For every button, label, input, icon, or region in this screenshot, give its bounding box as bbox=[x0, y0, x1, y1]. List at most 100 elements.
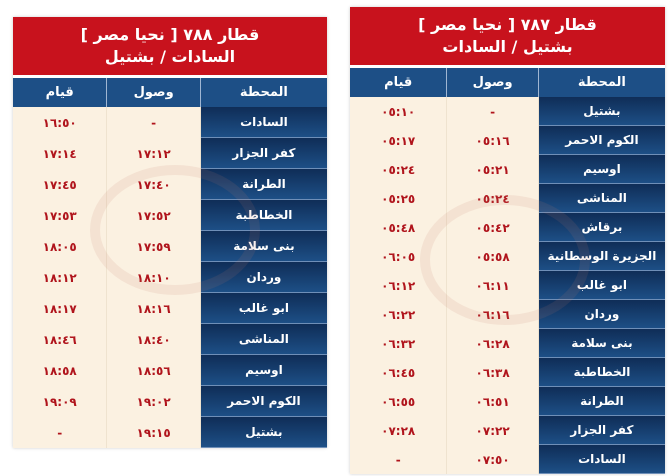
departure-cell: ٠٥:٤٨ bbox=[381, 220, 416, 235]
table-row: الطرانة ١٧:٤٠ ١٧:٤٥ bbox=[13, 169, 327, 200]
station-cell: برقاش bbox=[538, 213, 665, 242]
departure-cell: ١٩:٠٩ bbox=[42, 394, 77, 409]
station-cell: السادات bbox=[200, 107, 327, 138]
table-row: وردان ١٨:١٠ ١٨:١٢ bbox=[13, 262, 327, 293]
table-row: بنى سلامة ١٧:٥٩ ١٨:٠٥ bbox=[13, 231, 327, 262]
header-departure: قيام bbox=[45, 85, 74, 100]
station-cell: الطرانة bbox=[200, 169, 327, 200]
station-cell: اوسيم bbox=[200, 355, 327, 386]
arrival-cell: ٠٦:٢٨ bbox=[446, 329, 539, 358]
arrival-cell: ١٧:٥٩ bbox=[106, 231, 201, 262]
station-cell: اوسيم bbox=[538, 155, 665, 184]
arrival-cell: ١٨:٤٠ bbox=[106, 324, 201, 355]
departure-cell: ٠٦:١٢ bbox=[381, 278, 416, 293]
station-cell: المناشى bbox=[538, 184, 665, 213]
departure-cell: ١٨:١٢ bbox=[42, 270, 77, 285]
train-788-timetable: قطار ٧٨٨ [ نحيا مصر ] السادات / بشتيل ال… bbox=[13, 17, 327, 448]
arrival-cell: ١٨:٥٦ bbox=[106, 355, 201, 386]
station-cell: بشتيل bbox=[538, 97, 665, 126]
station-cell: الخطاطبة bbox=[538, 358, 665, 387]
departure-cell: ٠٥:١٠ bbox=[381, 104, 416, 119]
station-cell: المناشى bbox=[200, 324, 327, 355]
departure-cell: ٠٦:٢٢ bbox=[381, 307, 416, 322]
arrival-cell: ١٧:٤٠ bbox=[106, 169, 201, 200]
departure-cell: ٠٦:٥٥ bbox=[381, 394, 416, 409]
arrival-cell: ٠٦:١١ bbox=[446, 271, 539, 300]
arrival-cell: ٠٧:٥٠ bbox=[446, 445, 539, 474]
station-cell: السادات bbox=[538, 445, 665, 474]
departure-cell: ١٧:١٤ bbox=[42, 146, 77, 161]
table-row: بشتيل ١٩:١٥ - bbox=[13, 417, 327, 448]
route: السادات / بشتيل bbox=[104, 47, 236, 66]
header-station: المحطة bbox=[199, 78, 327, 107]
departure-cell: - bbox=[395, 452, 401, 467]
departure-cell: ١٨:٤٦ bbox=[42, 332, 77, 347]
station-cell: الجزيرة الوسطانية bbox=[538, 242, 665, 271]
table-row: وردان ٠٦:١٦ ٠٦:٢٢ bbox=[350, 300, 665, 329]
header-row: المحطة وصول قيام bbox=[350, 68, 665, 97]
table-row: اوسيم ١٨:٥٦ ١٨:٥٨ bbox=[13, 355, 327, 386]
header-departure: قيام bbox=[384, 75, 413, 90]
arrival-cell: - bbox=[446, 97, 539, 126]
station-cell: بنى سلامة bbox=[200, 231, 327, 262]
departure-cell: ١٧:٤٥ bbox=[42, 177, 77, 192]
arrival-cell: ٠٦:٣٨ bbox=[446, 358, 539, 387]
table-row: ابو غالب ١٨:١٦ ١٨:١٧ bbox=[13, 293, 327, 324]
table-row: الجزيرة الوسطانية ٠٥:٥٨ ٠٦:٠٥ bbox=[350, 242, 665, 271]
station-cell: وردان bbox=[200, 262, 327, 293]
station-cell: بشتيل bbox=[200, 417, 327, 448]
arrival-cell: ٠٥:٤٢ bbox=[446, 213, 539, 242]
table-row: الخطاطبة ١٧:٥٢ ١٧:٥٣ bbox=[13, 200, 327, 231]
departure-cell: ٠٦:٣٢ bbox=[381, 336, 416, 351]
arrival-cell: ٠٥:٥٨ bbox=[446, 242, 539, 271]
table-row: السادات - ١٦:٥٠ bbox=[13, 107, 327, 138]
header-station: المحطة bbox=[537, 68, 665, 97]
train-name: قطار ٧٨٨ [ نحيا مصر ] bbox=[80, 25, 260, 44]
table-row: الطرانة ٠٦:٥١ ٠٦:٥٥ bbox=[350, 387, 665, 416]
header-arrival: وصول bbox=[106, 78, 199, 107]
arrival-cell: ١٩:٠٢ bbox=[106, 386, 201, 417]
departure-cell: ٠٥:٢٥ bbox=[381, 191, 416, 206]
station-cell: ابو غالب bbox=[538, 271, 665, 300]
station-cell: ابو غالب bbox=[200, 293, 327, 324]
departure-cell: - bbox=[57, 425, 63, 440]
station-cell: الكوم الاحمر bbox=[538, 126, 665, 155]
header-row: المحطة وصول قيام bbox=[13, 78, 327, 107]
departure-cell: ١٦:٥٠ bbox=[42, 115, 77, 130]
table-row: الخطاطبة ٠٦:٣٨ ٠٦:٤٥ bbox=[350, 358, 665, 387]
table-row: بنى سلامة ٠٦:٢٨ ٠٦:٣٢ bbox=[350, 329, 665, 358]
arrival-cell: ٠٥:٢١ bbox=[446, 155, 539, 184]
header-arrival: وصول bbox=[446, 68, 537, 97]
route: بشتيل / السادات bbox=[442, 37, 573, 56]
station-cell: كفر الجزار bbox=[538, 416, 665, 445]
table-row: المناشى ١٨:٤٠ ١٨:٤٦ bbox=[13, 324, 327, 355]
arrival-cell: ١٧:١٢ bbox=[106, 138, 201, 169]
arrival-cell: ٠٥:١٦ bbox=[446, 126, 539, 155]
station-cell: الخطاطبة bbox=[200, 200, 327, 231]
departure-cell: ٠٦:٠٥ bbox=[381, 249, 416, 264]
table-row: اوسيم ٠٥:٢١ ٠٥:٢٤ bbox=[350, 155, 665, 184]
table-row: كفر الجزار ١٧:١٢ ١٧:١٤ bbox=[13, 138, 327, 169]
table-row: ابو غالب ٠٦:١١ ٠٦:١٢ bbox=[350, 271, 665, 300]
arrival-cell: ٠٦:١٦ bbox=[446, 300, 539, 329]
station-cell: بنى سلامة bbox=[538, 329, 665, 358]
station-cell: وردان bbox=[538, 300, 665, 329]
table-row: كفر الجزار ٠٧:٢٢ ٠٧:٢٨ bbox=[350, 416, 665, 445]
table-row: برقاش ٠٥:٤٢ ٠٥:٤٨ bbox=[350, 213, 665, 242]
arrival-cell: ١٨:١٦ bbox=[106, 293, 201, 324]
departure-cell: ١٨:١٧ bbox=[42, 301, 77, 316]
station-cell: الطرانة bbox=[538, 387, 665, 416]
table-row: الكوم الاحمر ٠٥:١٦ ٠٥:١٧ bbox=[350, 126, 665, 155]
departure-cell: ٠٥:١٧ bbox=[381, 133, 416, 148]
table-row: السادات ٠٧:٥٠ - bbox=[350, 445, 665, 474]
timetable-title: قطار ٧٨٧ [ نحيا مصر ] بشتيل / السادات bbox=[350, 7, 665, 68]
timetable-title: قطار ٧٨٨ [ نحيا مصر ] السادات / بشتيل bbox=[13, 17, 327, 78]
train-787-timetable: قطار ٧٨٧ [ نحيا مصر ] بشتيل / السادات ال… bbox=[350, 7, 665, 474]
arrival-cell: ٠٦:٥١ bbox=[446, 387, 539, 416]
arrival-cell: ٠٥:٢٤ bbox=[446, 184, 539, 213]
departure-cell: ٠٦:٤٥ bbox=[381, 365, 416, 380]
departure-cell: ١٨:٥٨ bbox=[42, 363, 77, 378]
arrival-cell: - bbox=[106, 107, 201, 138]
departure-cell: ٠٥:٢٤ bbox=[381, 162, 416, 177]
table-row: الكوم الاحمر ١٩:٠٢ ١٩:٠٩ bbox=[13, 386, 327, 417]
